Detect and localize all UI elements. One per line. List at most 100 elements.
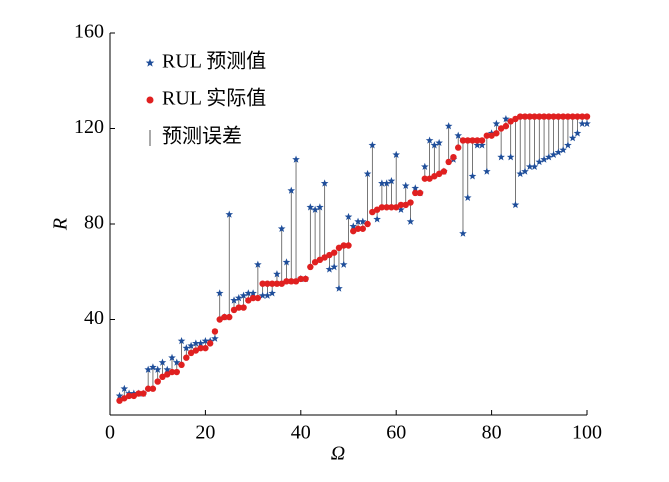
actual-marker bbox=[550, 113, 557, 120]
actual-marker bbox=[302, 275, 309, 283]
predicted-marker bbox=[225, 210, 234, 218]
predicted-marker bbox=[549, 150, 558, 158]
predicted-marker bbox=[254, 260, 262, 268]
actual-marker bbox=[226, 313, 233, 321]
actual-marker bbox=[397, 201, 405, 209]
actual-marker bbox=[469, 137, 476, 144]
predicted-marker bbox=[168, 353, 176, 361]
predicted-marker bbox=[339, 260, 348, 268]
y-tick-label: 120 bbox=[74, 116, 104, 138]
predicted-marker bbox=[378, 179, 386, 187]
actual-marker bbox=[450, 153, 457, 161]
actual-marker bbox=[497, 125, 505, 132]
predicted-marker bbox=[468, 172, 477, 180]
actual-marker bbox=[140, 390, 147, 397]
legend-dot bbox=[146, 96, 154, 104]
predicted-marker bbox=[502, 114, 510, 123]
predicted-marker bbox=[306, 203, 315, 211]
predicted-marker bbox=[430, 141, 439, 149]
predicted-marker bbox=[583, 119, 591, 127]
legend-star bbox=[145, 58, 155, 67]
actual-marker bbox=[373, 206, 381, 213]
actual-marker bbox=[483, 132, 491, 139]
predicted-marker bbox=[153, 365, 162, 373]
actual-marker bbox=[254, 294, 262, 302]
actual-marker bbox=[240, 304, 247, 311]
actual-marker bbox=[321, 254, 328, 261]
actual-marker bbox=[540, 113, 548, 120]
predicted-marker bbox=[473, 141, 482, 149]
predicted-marker bbox=[516, 169, 525, 178]
predicted-marker bbox=[277, 224, 286, 233]
actual-marker bbox=[350, 227, 357, 235]
predicted-marker bbox=[263, 291, 272, 299]
y-tick-label: 80 bbox=[84, 212, 104, 234]
x-tick-label: 60 bbox=[386, 422, 406, 444]
predicted-marker bbox=[382, 179, 391, 187]
predicted-marker bbox=[454, 131, 463, 139]
actual-marker bbox=[526, 113, 533, 120]
actual-marker bbox=[531, 113, 538, 120]
y-axis-label: R bbox=[50, 218, 72, 231]
predicted-marker bbox=[349, 222, 358, 230]
actual-marker bbox=[297, 275, 304, 283]
actual-marker bbox=[183, 354, 190, 361]
actual-marker bbox=[583, 113, 591, 120]
actual-marker bbox=[421, 175, 429, 182]
actual-marker bbox=[474, 137, 481, 144]
predicted-marker bbox=[325, 265, 334, 273]
actual-marker bbox=[216, 316, 223, 323]
actual-marker bbox=[168, 368, 176, 376]
predicted-marker bbox=[335, 284, 343, 292]
predicted-marker bbox=[411, 184, 420, 192]
predicted-marker bbox=[521, 167, 529, 175]
actual-marker bbox=[326, 251, 333, 259]
actual-marker bbox=[206, 340, 214, 347]
actual-marker bbox=[564, 113, 572, 120]
actual-marker bbox=[354, 225, 362, 232]
predicted-marker bbox=[397, 205, 405, 213]
predicted-marker bbox=[564, 141, 572, 149]
actual-marker bbox=[221, 313, 228, 321]
predicted-marker bbox=[230, 296, 238, 304]
predicted-marker bbox=[497, 153, 505, 161]
predicted-marker bbox=[540, 155, 548, 163]
actual-marker bbox=[187, 349, 195, 357]
actual-marker bbox=[579, 113, 586, 120]
predicted-marker bbox=[530, 162, 539, 170]
actual-marker bbox=[383, 204, 390, 211]
actual-marker bbox=[135, 390, 142, 397]
predicted-marker bbox=[425, 136, 434, 144]
actual-marker bbox=[173, 368, 180, 376]
actual-marker bbox=[264, 280, 271, 287]
actual-marker bbox=[235, 304, 242, 311]
actual-marker bbox=[412, 189, 419, 197]
predicted-marker bbox=[554, 148, 563, 156]
predicted-marker bbox=[158, 358, 167, 366]
predicted-marker bbox=[344, 212, 353, 221]
actual-marker bbox=[569, 113, 576, 120]
predicted-marker bbox=[215, 289, 224, 297]
actual-marker bbox=[316, 256, 324, 264]
actual-marker bbox=[574, 113, 581, 120]
actual-marker bbox=[364, 220, 371, 228]
predicted-marker bbox=[120, 384, 129, 392]
actual-marker bbox=[493, 130, 500, 137]
legend-label: 预测误差 bbox=[162, 125, 242, 148]
actual-marker bbox=[378, 204, 386, 211]
actual-marker bbox=[459, 137, 467, 144]
predicted-marker bbox=[330, 262, 338, 271]
predicted-marker bbox=[483, 167, 491, 175]
y-tick-label: 40 bbox=[84, 307, 104, 329]
predicted-marker bbox=[192, 339, 200, 347]
predicted-marker bbox=[196, 339, 205, 347]
predicted-marker bbox=[573, 129, 582, 137]
y-tick-label: 160 bbox=[74, 21, 104, 43]
x-tick-label: 100 bbox=[572, 422, 602, 444]
actual-marker bbox=[292, 278, 300, 285]
predicted-marker bbox=[115, 391, 124, 400]
actual-marker bbox=[335, 244, 343, 252]
legend-label: RUL 实际值 bbox=[162, 87, 266, 110]
predicted-marker bbox=[273, 270, 281, 278]
predicted-marker bbox=[511, 200, 520, 209]
